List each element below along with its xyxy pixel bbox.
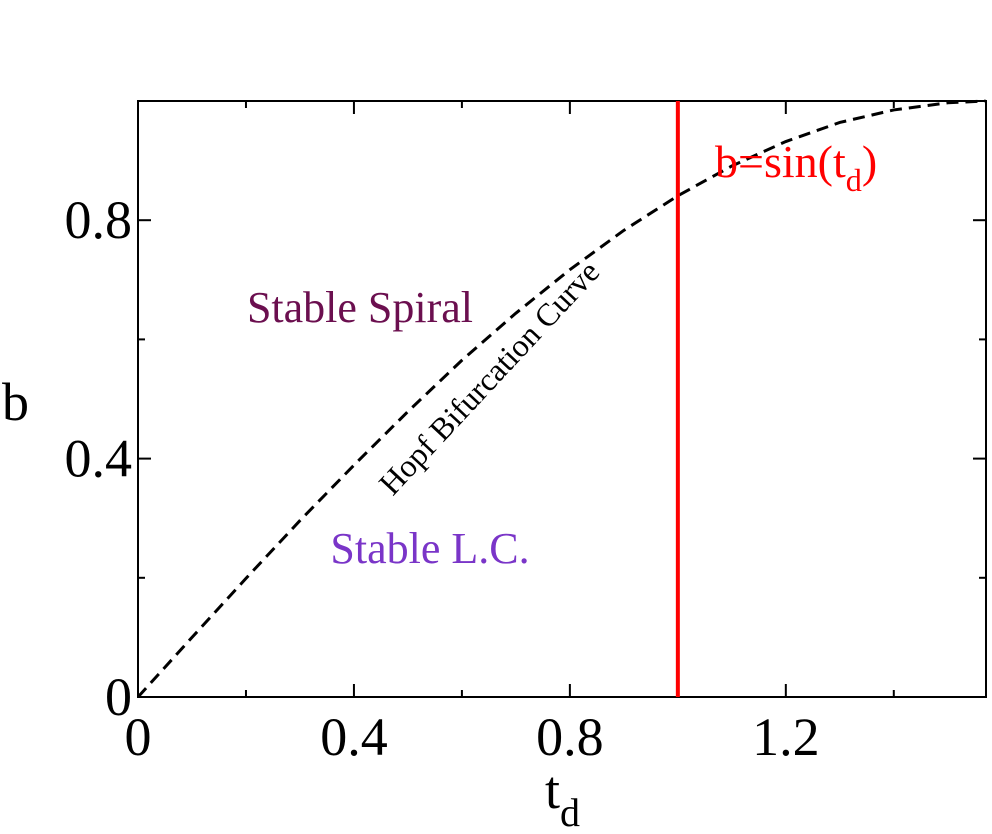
annotation-part: Stable Spiral — [247, 283, 473, 332]
y-tick-label: 0 — [105, 667, 132, 727]
x-tick-label: 0.4 — [320, 707, 388, 767]
annotation-part: b=sin(t — [715, 136, 846, 187]
y-tick-label: 0.8 — [65, 190, 133, 250]
annotation: b=sin(td) — [715, 136, 877, 198]
annotation: Stable L.C. — [330, 524, 529, 573]
x-tick-label: 0.8 — [536, 707, 604, 767]
annotation: Stable Spiral — [247, 283, 473, 332]
annotation-part: ) — [862, 136, 877, 187]
x-axis-label: td — [545, 760, 580, 834]
annotation-part: d — [846, 162, 862, 198]
data-line — [136, 99, 986, 699]
x-axis-label-main: t — [545, 760, 560, 820]
x-tick-label: 0 — [125, 707, 152, 767]
plot-frame — [137, 100, 987, 698]
x-tick-label: 1.2 — [752, 707, 820, 767]
y-tick-label: 0.4 — [65, 429, 133, 489]
annotation-part: Stable L.C. — [330, 524, 529, 573]
x-axis-label-sub: d — [560, 790, 580, 834]
y-axis-label: b — [2, 372, 29, 432]
